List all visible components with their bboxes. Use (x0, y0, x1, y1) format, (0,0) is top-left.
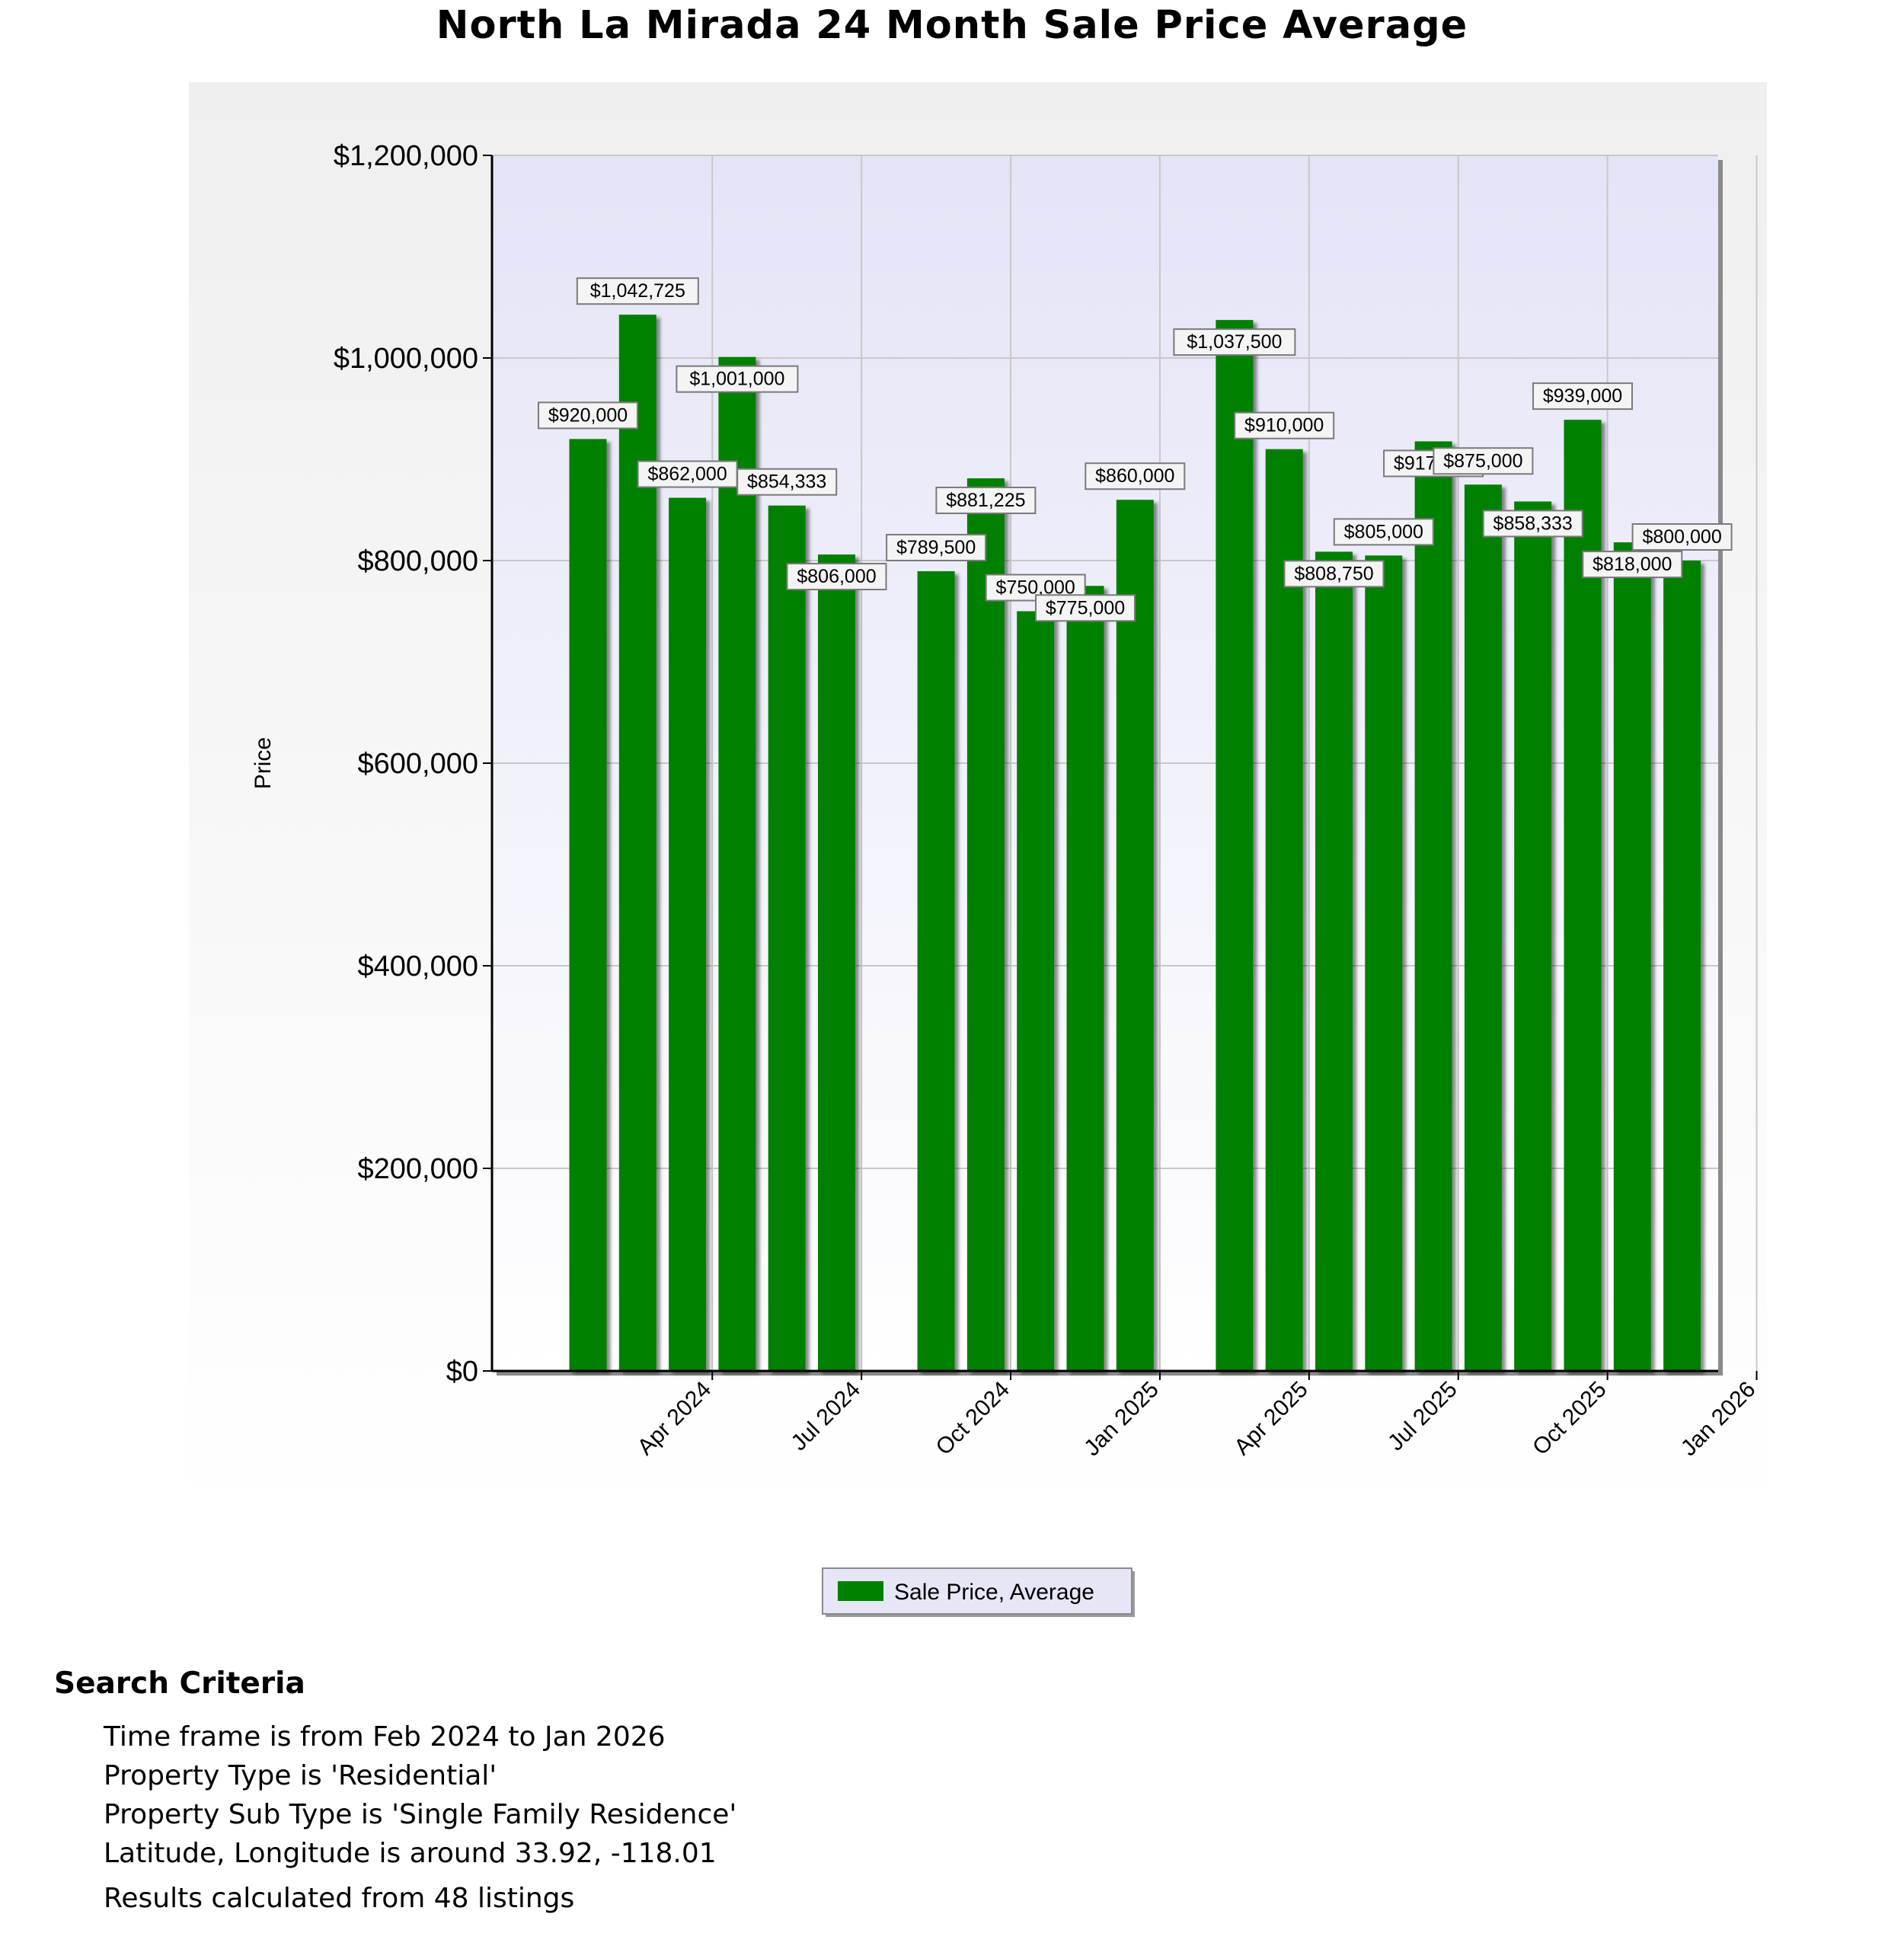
criteria-line: Property Type is 'Residential' (104, 1760, 497, 1791)
data-label: $1,042,725 (590, 280, 685, 302)
bar (1315, 551, 1353, 1371)
bar (1414, 441, 1452, 1371)
data-label: $789,500 (896, 537, 976, 558)
legend: Sale Price, Average (822, 1567, 1135, 1617)
criteria-line: Latitude, Longitude is around 33.92, -11… (104, 1838, 717, 1869)
data-label-box (1582, 551, 1683, 579)
bar (1265, 449, 1303, 1372)
data-label-box (1085, 462, 1186, 490)
bar (966, 478, 1005, 1372)
data-label: $862,000 (647, 464, 727, 485)
criteria-results-count: Results calculated from 48 listings (104, 1883, 575, 1914)
bar (818, 554, 855, 1371)
data-label: $1,001,000 (689, 369, 784, 390)
bar (1663, 561, 1701, 1371)
data-label-box (1283, 560, 1385, 588)
data-label: $920,000 (548, 404, 628, 426)
data-label-box (736, 468, 838, 496)
bar (1365, 555, 1403, 1371)
data-label: $1,037,500 (1187, 331, 1282, 353)
bar (1564, 420, 1602, 1371)
data-label-box (1631, 523, 1733, 551)
bar (1017, 611, 1055, 1371)
data-label: $939,000 (1543, 385, 1622, 407)
data-label-box (1532, 382, 1633, 411)
data-label-box (676, 365, 799, 393)
bar (1116, 500, 1154, 1372)
data-label: $854,333 (747, 471, 826, 493)
bar (917, 570, 955, 1371)
data-label-box (1333, 518, 1434, 546)
data-label-box (786, 563, 887, 591)
data-label: $818,000 (1593, 554, 1672, 575)
data-label: $860,000 (1095, 465, 1174, 487)
data-label: $808,750 (1294, 563, 1373, 584)
bar (1514, 501, 1552, 1371)
y-axis-title: Price (251, 737, 276, 789)
data-label: $858,333 (1493, 513, 1573, 534)
data-label: $800,000 (1642, 526, 1721, 548)
data-label-box (1173, 328, 1296, 356)
y-tick-label: $400,000 (358, 951, 479, 983)
data-label-box (886, 533, 987, 561)
bars (569, 315, 1701, 1372)
y-tick-label: $800,000 (358, 545, 479, 577)
criteria-line: Time frame is from Feb 2024 to Jan 2026 (104, 1721, 666, 1753)
chart-title: North La Mirada 24 Month Sale Price Aver… (436, 3, 1468, 48)
data-label-box (1234, 411, 1335, 439)
y-tick-label: $600,000 (358, 748, 479, 780)
legend-swatch (838, 1581, 883, 1601)
bar (618, 315, 656, 1371)
y-tick-label: $0 (446, 1356, 478, 1388)
y-tick-label: $1,200,000 (334, 140, 478, 172)
data-label: $806,000 (797, 566, 876, 587)
bar (1066, 586, 1104, 1371)
search-criteria: Search Criteria Time frame is from Feb 2… (54, 1666, 736, 1918)
y-tick-label: $1,000,000 (334, 343, 478, 375)
data-label-box (1035, 594, 1136, 622)
data-label: $910,000 (1244, 415, 1324, 436)
data-label-box (935, 486, 1037, 514)
data-label-box (1482, 510, 1583, 538)
data-label-box (538, 401, 638, 430)
bar (1216, 320, 1254, 1371)
data-label-box (576, 277, 699, 305)
data-labels: $920,000 $1,042,725 $862,000 $1,001,000 $854… (538, 277, 1733, 622)
bar (669, 497, 707, 1371)
y-tick-label: $200,000 (358, 1153, 479, 1185)
bar (1613, 542, 1651, 1371)
data-label: $881,225 (946, 490, 1025, 511)
data-label: $775,000 (1046, 597, 1125, 618)
data-label: $875,000 (1443, 450, 1522, 471)
bar (768, 505, 806, 1372)
bar (718, 356, 756, 1371)
data-label-box (1433, 447, 1534, 475)
bar (1464, 484, 1502, 1371)
bar (569, 439, 607, 1371)
search-criteria-heading: Search Criteria (54, 1666, 305, 1701)
legend-label: Sale Price, Average (894, 1580, 1094, 1605)
data-label-box (637, 460, 738, 488)
criteria-line: Property Sub Type is 'Single Family Resi… (104, 1799, 737, 1830)
data-label: $805,000 (1344, 521, 1423, 542)
